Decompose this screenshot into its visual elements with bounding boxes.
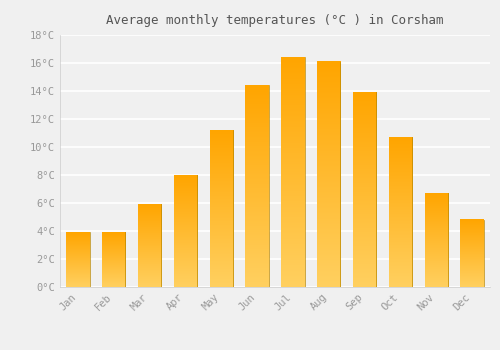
- Title: Average monthly temperatures (°C ) in Corsham: Average monthly temperatures (°C ) in Co…: [106, 14, 444, 27]
